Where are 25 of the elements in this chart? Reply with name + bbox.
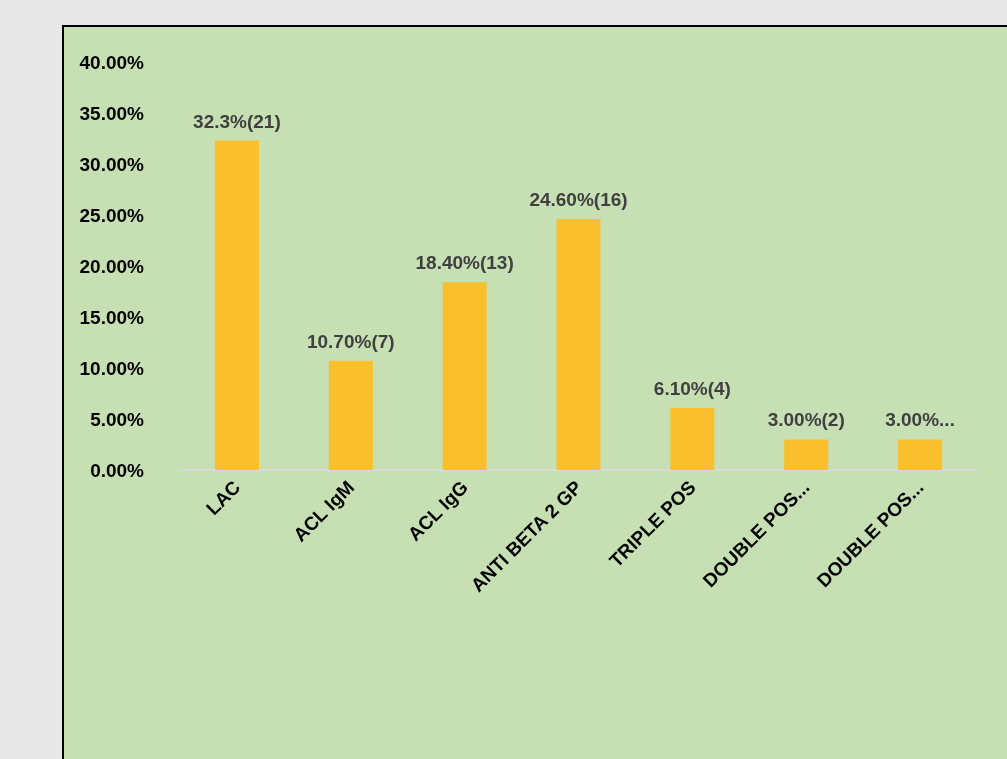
y-tick-label: 0.00% [90, 459, 145, 481]
bar [556, 219, 601, 470]
bar [784, 439, 829, 470]
bar [670, 407, 715, 470]
data-label: 24.60%(16) [529, 189, 628, 211]
y-tick-label: 5.00% [90, 408, 145, 430]
data-label: 3.00%... [885, 409, 955, 431]
data-label: 10.70%(7) [306, 330, 395, 352]
bar [214, 140, 259, 470]
bar [898, 439, 943, 470]
data-label: 18.40%(13) [415, 252, 514, 274]
bar [442, 282, 487, 470]
data-label: 6.10%(4) [653, 377, 731, 399]
data-label: 3.00%(2) [767, 409, 845, 431]
y-tick-label: 30.00% [79, 153, 145, 175]
x-tick-label: ACL IgG [403, 476, 473, 545]
data-label: 32.3%(21) [193, 110, 281, 132]
x-tick-label: ACL IgM [289, 476, 359, 546]
y-tick-label: 40.00% [79, 51, 145, 73]
y-tick-label: 15.00% [79, 306, 145, 328]
y-tick-label: 10.00% [79, 357, 145, 379]
y-tick-label: 20.00% [79, 255, 145, 277]
y-tick-label: 25.00% [79, 204, 145, 226]
bar [328, 360, 373, 470]
y-tick-label: 35.00% [79, 102, 145, 124]
